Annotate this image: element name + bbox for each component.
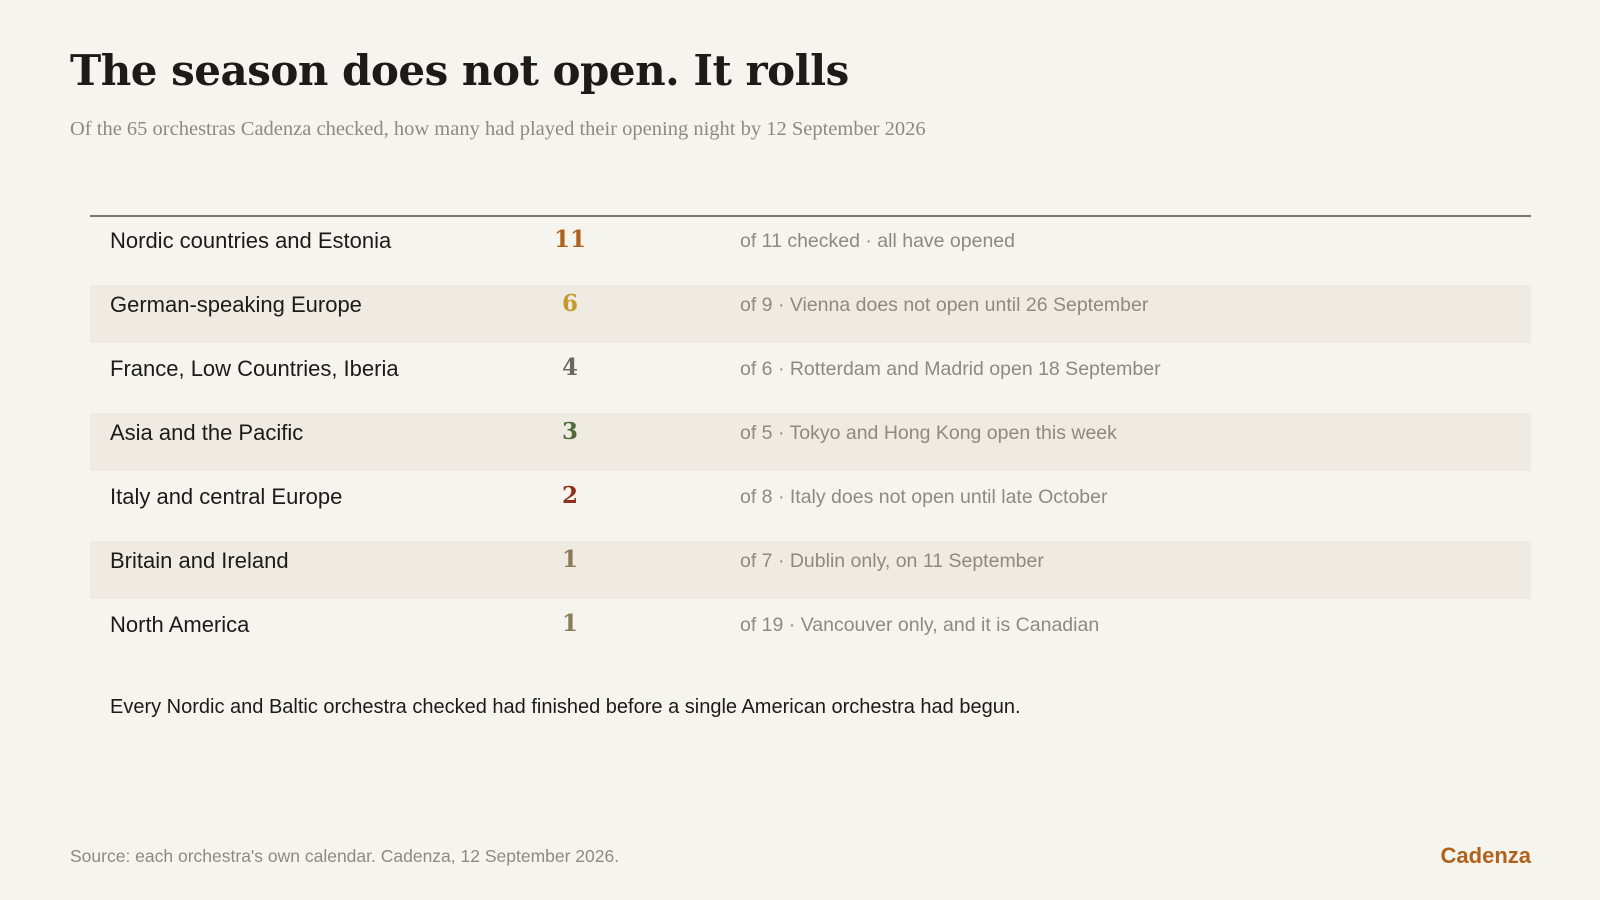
opened-count: 11 [553, 226, 586, 253]
opened-count: 1 [561, 546, 578, 573]
brand-logo: Cadenza [1440, 843, 1531, 868]
table-row: Italy and central Europe 2 of 8 · Italy do… [90, 473, 1531, 537]
source-note: Source: each orchestra's own calendar. C… [70, 846, 620, 866]
region-note: of 5 · Tokyo and Hong Kong open this wee… [740, 422, 1117, 444]
region-label: France, Low Countries, Iberia [110, 356, 399, 381]
region-label: Asia and the Pacific [110, 420, 304, 445]
chart-subtitle: Of the 65 orchestras Cadenza checked, ho… [70, 118, 926, 140]
region-label: German-speaking Europe [110, 292, 362, 317]
table-row: France, Low Countries, Iberia 4 of 6 · Rot… [90, 345, 1531, 409]
opened-count: 4 [561, 354, 578, 381]
opened-count: 1 [561, 610, 578, 637]
region-label: Nordic countries and Estonia [110, 228, 392, 253]
opened-count: 3 [561, 418, 578, 445]
table-row: Asia and the Pacific 3 of 5 · Tokyo and Ho… [90, 409, 1531, 473]
table-row: Nordic countries and Estonia 11 of 11 chec… [90, 217, 1531, 281]
table-row: German-speaking Europe 6 of 9 · Vienna doe… [90, 281, 1531, 345]
opened-count: 6 [561, 290, 578, 317]
table-row: North America 1 of 19 · Vancouver only, an… [90, 601, 1531, 665]
region-table: Nordic countries and Estonia 11 of 11 chec… [90, 215, 1531, 665]
region-note: of 19 · Vancouver only, and it is Canadi… [740, 614, 1100, 636]
region-label: Italy and central Europe [110, 484, 343, 509]
region-note: of 6 · Rotterdam and Madrid open 18 Sept… [740, 358, 1161, 380]
region-label: Britain and Ireland [110, 548, 289, 573]
region-note: of 8 · Italy does not open until late Oc… [740, 486, 1108, 508]
region-label: North America [110, 612, 250, 637]
table-row: Britain and Ireland 1 of 7 · Dublin only, … [90, 537, 1531, 601]
region-note: of 11 checked · all have opened [740, 230, 1015, 252]
region-note: of 7 · Dublin only, on 11 September [740, 550, 1044, 572]
region-note: of 9 · Vienna does not open until 26 Sep… [740, 294, 1149, 316]
chart-title: The season does not open. It rolls [70, 46, 849, 95]
opened-count: 2 [561, 482, 578, 509]
takeaway-note: Every Nordic and Baltic orchestra checke… [110, 696, 1021, 718]
